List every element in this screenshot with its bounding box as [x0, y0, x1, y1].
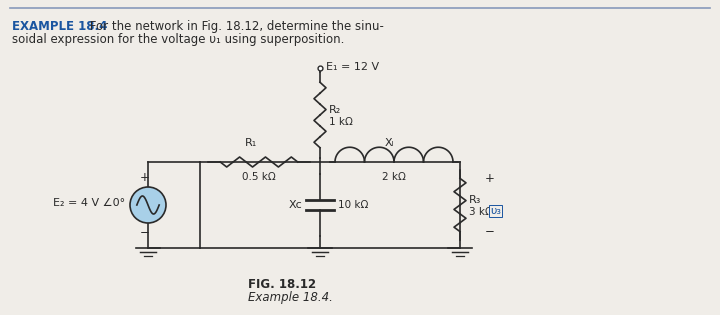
Text: E₁ = 12 V: E₁ = 12 V: [326, 62, 379, 72]
Text: Xᴄ: Xᴄ: [288, 200, 302, 210]
Text: −: −: [485, 225, 495, 238]
Text: 2 kΩ: 2 kΩ: [382, 172, 406, 182]
Text: EXAMPLE 18.4: EXAMPLE 18.4: [12, 20, 107, 33]
Text: E₂ = 4 V ∠0°: E₂ = 4 V ∠0°: [53, 198, 125, 208]
Text: −: −: [140, 226, 150, 239]
Text: FIG. 18.12: FIG. 18.12: [248, 278, 316, 291]
Text: Example 18.4.: Example 18.4.: [248, 291, 333, 304]
Text: For the network in Fig. 18.12, determine the sinu-: For the network in Fig. 18.12, determine…: [86, 20, 384, 33]
Text: R₁: R₁: [245, 138, 257, 148]
Circle shape: [130, 187, 166, 223]
Text: 0.5 kΩ: 0.5 kΩ: [242, 172, 276, 182]
Text: +: +: [140, 171, 150, 184]
Text: υ₃: υ₃: [490, 206, 501, 216]
Text: Xₗ: Xₗ: [384, 138, 394, 148]
Text: 10 kΩ: 10 kΩ: [338, 200, 369, 210]
Text: R₃: R₃: [469, 195, 482, 205]
Text: soidal expression for the voltage υ₁ using superposition.: soidal expression for the voltage υ₁ usi…: [12, 33, 344, 46]
Text: +: +: [485, 172, 495, 185]
Text: 1 kΩ: 1 kΩ: [329, 117, 353, 127]
Text: R₂: R₂: [329, 105, 341, 115]
Text: 3 kΩ: 3 kΩ: [469, 207, 493, 217]
